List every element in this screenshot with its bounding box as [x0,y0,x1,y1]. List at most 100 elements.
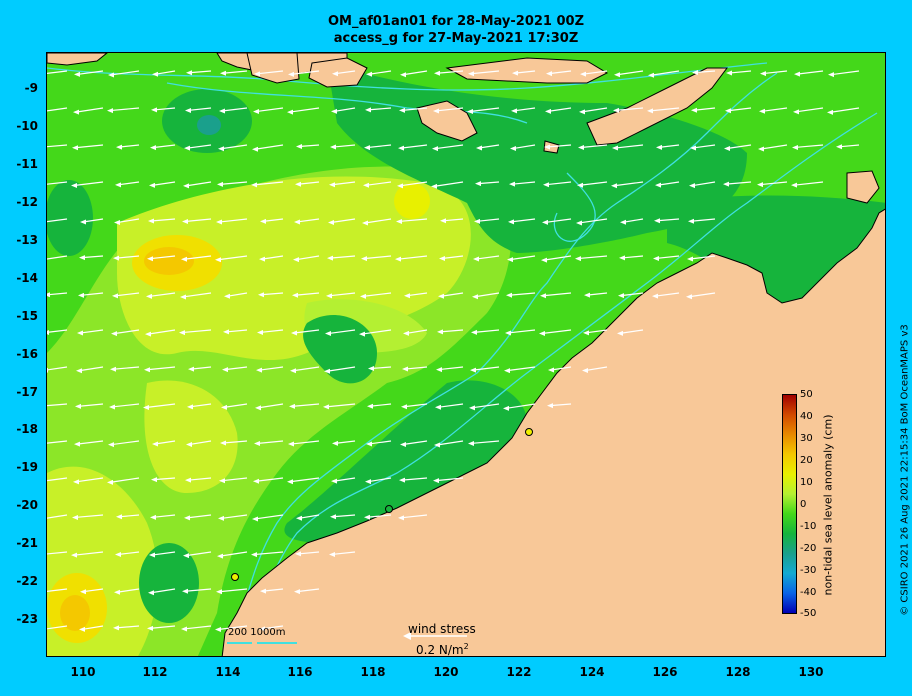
wind-arrow [290,70,320,75]
wind-arrowhead [47,292,50,298]
wind-arrowhead [288,441,294,447]
wind-arrow [295,255,320,261]
wind-arrow [400,144,428,149]
wind-arrow [114,292,140,297]
wind-arrowhead [80,589,86,595]
contour-islands [553,172,596,242]
wind-arrowhead [289,403,295,409]
y-tick-label: -17 [16,385,38,399]
wind-arrowhead [253,478,259,484]
wind-arrow [187,477,212,481]
wind-arrow [253,551,284,556]
wind-arrowhead [584,292,590,298]
wind-arrowhead [364,514,370,520]
contour-north [47,62,768,91]
wind-arrow [369,403,392,407]
wind-arrowhead [116,144,122,150]
wind-arrow [582,70,608,75]
wind-arrow [154,440,176,445]
wind-arrow [184,588,212,592]
wind-arrow [475,255,500,260]
wind-arrowhead [186,442,192,448]
wind-arrowhead [544,144,550,150]
wind-arrow [402,70,428,76]
wind-arrowhead [468,71,474,77]
wind-arrow [261,255,284,260]
wind-arrow [439,329,464,333]
wind-arrowhead [582,368,588,374]
wind-arrow [508,292,536,296]
wind-arrow [117,551,140,556]
y-tick-label: -23 [16,612,38,626]
wind-arrow [400,514,428,519]
wind-arrow [838,144,860,148]
wind-arrowhead [258,292,264,298]
contour-1000m [226,72,778,654]
wind-arrow [368,70,392,75]
wind-arrowhead [578,145,584,151]
wind-legend-label: wind stress [408,622,476,636]
wind-arrow [794,144,824,149]
wind-arrowhead [366,71,372,77]
wind-arrowhead [326,293,332,299]
wind-arrow [796,70,824,75]
colorbar-tick-label: -40 [800,587,817,598]
wind-arrowhead [215,626,221,632]
wind-arrow [182,292,212,298]
land-flores [445,57,609,84]
wind-arrowhead [508,219,514,225]
wind-arrow [433,181,464,187]
wind-arrow [506,366,536,372]
wind-arrow [255,107,284,113]
wind-arrow [186,144,212,149]
wind-arrowhead [724,145,730,151]
wind-arrowhead [546,71,552,77]
wind-arrowhead [287,479,293,485]
wind-arrow [650,70,680,76]
anomaly-low-22S-112E [139,543,199,623]
wind-arrow [657,181,680,186]
wind-arrowhead [467,108,473,114]
wind-arrow [47,144,68,148]
wind-arrowhead [151,477,157,483]
wind-arrowhead [792,144,798,150]
wind-arrow [613,181,644,187]
wind-arrowhead [654,218,660,224]
wind-arrowhead [656,144,662,150]
wind-arrowhead [288,71,294,77]
wind-arrowhead [361,256,367,262]
wind-arrowhead [577,182,583,188]
wind-arrow [153,107,176,111]
wind-arrowhead [182,588,188,594]
wind-arrowhead [331,108,337,114]
anomaly-high-12S-119E [394,183,430,219]
wind-arrow [543,255,572,261]
contour-200m [246,112,878,656]
wind-arrow [549,403,572,407]
wind-arrow [512,144,536,150]
wind-arrowhead [72,145,78,151]
y-tick-label: -11 [16,157,38,171]
wind-arrow [222,70,248,74]
wind-arrowhead [254,71,260,77]
wind-arrowhead [686,294,692,300]
wind-arrowhead [398,515,404,521]
wind-arrowhead [325,331,331,337]
wind-arrow [118,144,140,148]
wind-arrowhead [580,71,586,77]
wind-arrowhead [505,330,511,336]
colorbar-tick-label: 0 [800,499,807,510]
wind-arrow [149,625,176,629]
x-tick-label: 116 [287,665,313,679]
wind-arrowhead [547,403,553,409]
wind-arrow [544,218,572,224]
wind-arrow [220,514,248,520]
land-island-west [47,53,108,66]
wind-arrowhead [332,71,338,77]
x-tick-label: 124 [579,665,605,679]
wind-arrow [112,366,140,370]
wind-arrow [333,107,356,113]
colorbar-tick-label: 20 [800,455,813,466]
wind-arrowhead [185,107,191,113]
wind-arrowhead [504,368,510,374]
